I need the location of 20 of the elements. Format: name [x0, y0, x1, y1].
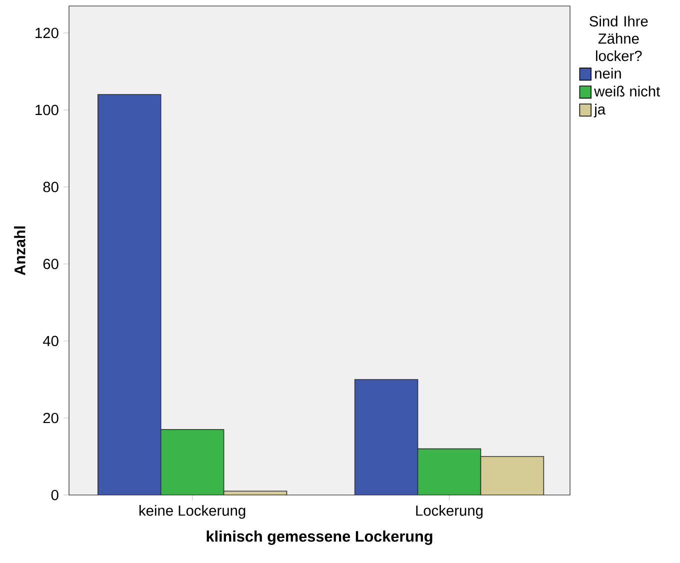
bar [417, 448, 482, 495]
x-tick-label: keine Lockerung [139, 505, 246, 519]
legend-label: nein [595, 68, 621, 79]
legend-title: Sind Ihre Zähne locker? [590, 16, 648, 62]
bar [354, 379, 418, 495]
y-tick-label: 20 [43, 412, 58, 424]
y-tick-label: 120 [36, 28, 58, 38]
y-tick-label: 80 [43, 182, 58, 192]
y-tick-label: 0 [51, 490, 58, 500]
y-axis-title: Anzahl [14, 226, 26, 276]
x-axis-title: klinisch gemessene Lockerung [206, 530, 432, 545]
legend-label: weiß nicht [594, 86, 660, 97]
bar [160, 429, 224, 495]
y-tick-label: 100 [36, 104, 58, 116]
bar [98, 94, 162, 495]
bar [480, 456, 544, 495]
legend-label: ja [594, 104, 606, 118]
y-tick-label: 40 [42, 336, 58, 346]
x-tick-label: Lockerung [416, 505, 483, 519]
y-tick-label: 60 [43, 258, 58, 270]
